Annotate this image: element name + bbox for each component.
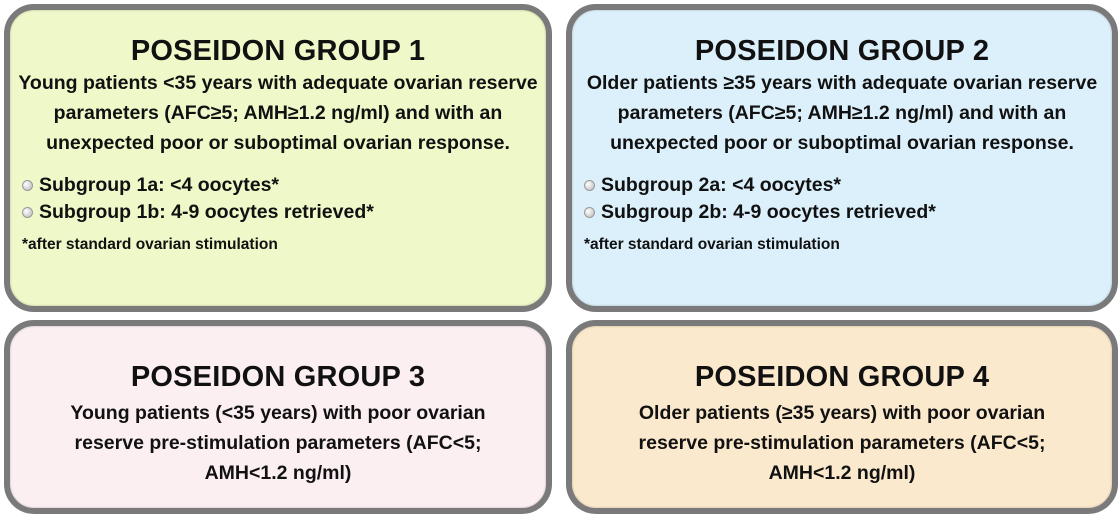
subgroup-1a: Subgroup 1a: <4 oocytes* — [22, 172, 546, 199]
group-2-footnote: *after standard ovarian stimulation — [584, 236, 840, 253]
group-4-description: Older patients (≥35 years) with poor ova… — [638, 402, 1046, 484]
group-2-title: POSEIDON GROUP 2 — [694, 35, 990, 67]
group-4-box: POSEIDON GROUP 4 Older patients (≥35 yea… — [566, 320, 1118, 514]
bullet-icon — [22, 207, 33, 218]
subgroup-1b: Subgroup 1b: 4-9 oocytes retrieved* — [22, 199, 546, 226]
group-4-title: POSEIDON GROUP 4 — [694, 361, 990, 393]
group-2-box: POSEIDON GROUP 2 Older patients ≥35 year… — [566, 4, 1118, 312]
bullet-icon — [22, 180, 33, 191]
group-1-box: POSEIDON GROUP 1 Young patients <35 year… — [4, 4, 552, 312]
subgroup-1a-label: Subgroup 1a: <4 oocytes* — [39, 174, 280, 196]
group-2-subgroups: Subgroup 2a: <4 oocytes* Subgroup 2b: 4-… — [584, 172, 1112, 226]
group-1-title: POSEIDON GROUP 1 — [130, 35, 426, 67]
bullet-icon — [584, 180, 595, 191]
subgroup-1b-label: Subgroup 1b: 4-9 oocytes retrieved* — [39, 201, 374, 223]
subgroup-2a-label: Subgroup 2a: <4 oocytes* — [601, 174, 842, 196]
group-1-description: Young patients <35 years with adequate o… — [18, 72, 538, 154]
group-1-subgroups: Subgroup 1a: <4 oocytes* Subgroup 1b: 4-… — [22, 172, 546, 226]
bullet-icon — [584, 207, 595, 218]
group-2-description: Older patients ≥35 years with adequate o… — [586, 72, 1098, 154]
group-1-footnote: *after standard ovarian stimulation — [22, 236, 278, 253]
group-3-description: Young patients (<35 years) with poor ova… — [70, 402, 486, 484]
subgroup-2b: Subgroup 2b: 4-9 oocytes retrieved* — [584, 199, 1112, 226]
subgroup-2a: Subgroup 2a: <4 oocytes* — [584, 172, 1112, 199]
group-3-box: POSEIDON GROUP 3 Young patients (<35 yea… — [4, 320, 552, 514]
group-3-title: POSEIDON GROUP 3 — [130, 361, 426, 393]
subgroup-2b-label: Subgroup 2b: 4-9 oocytes retrieved* — [601, 201, 936, 223]
